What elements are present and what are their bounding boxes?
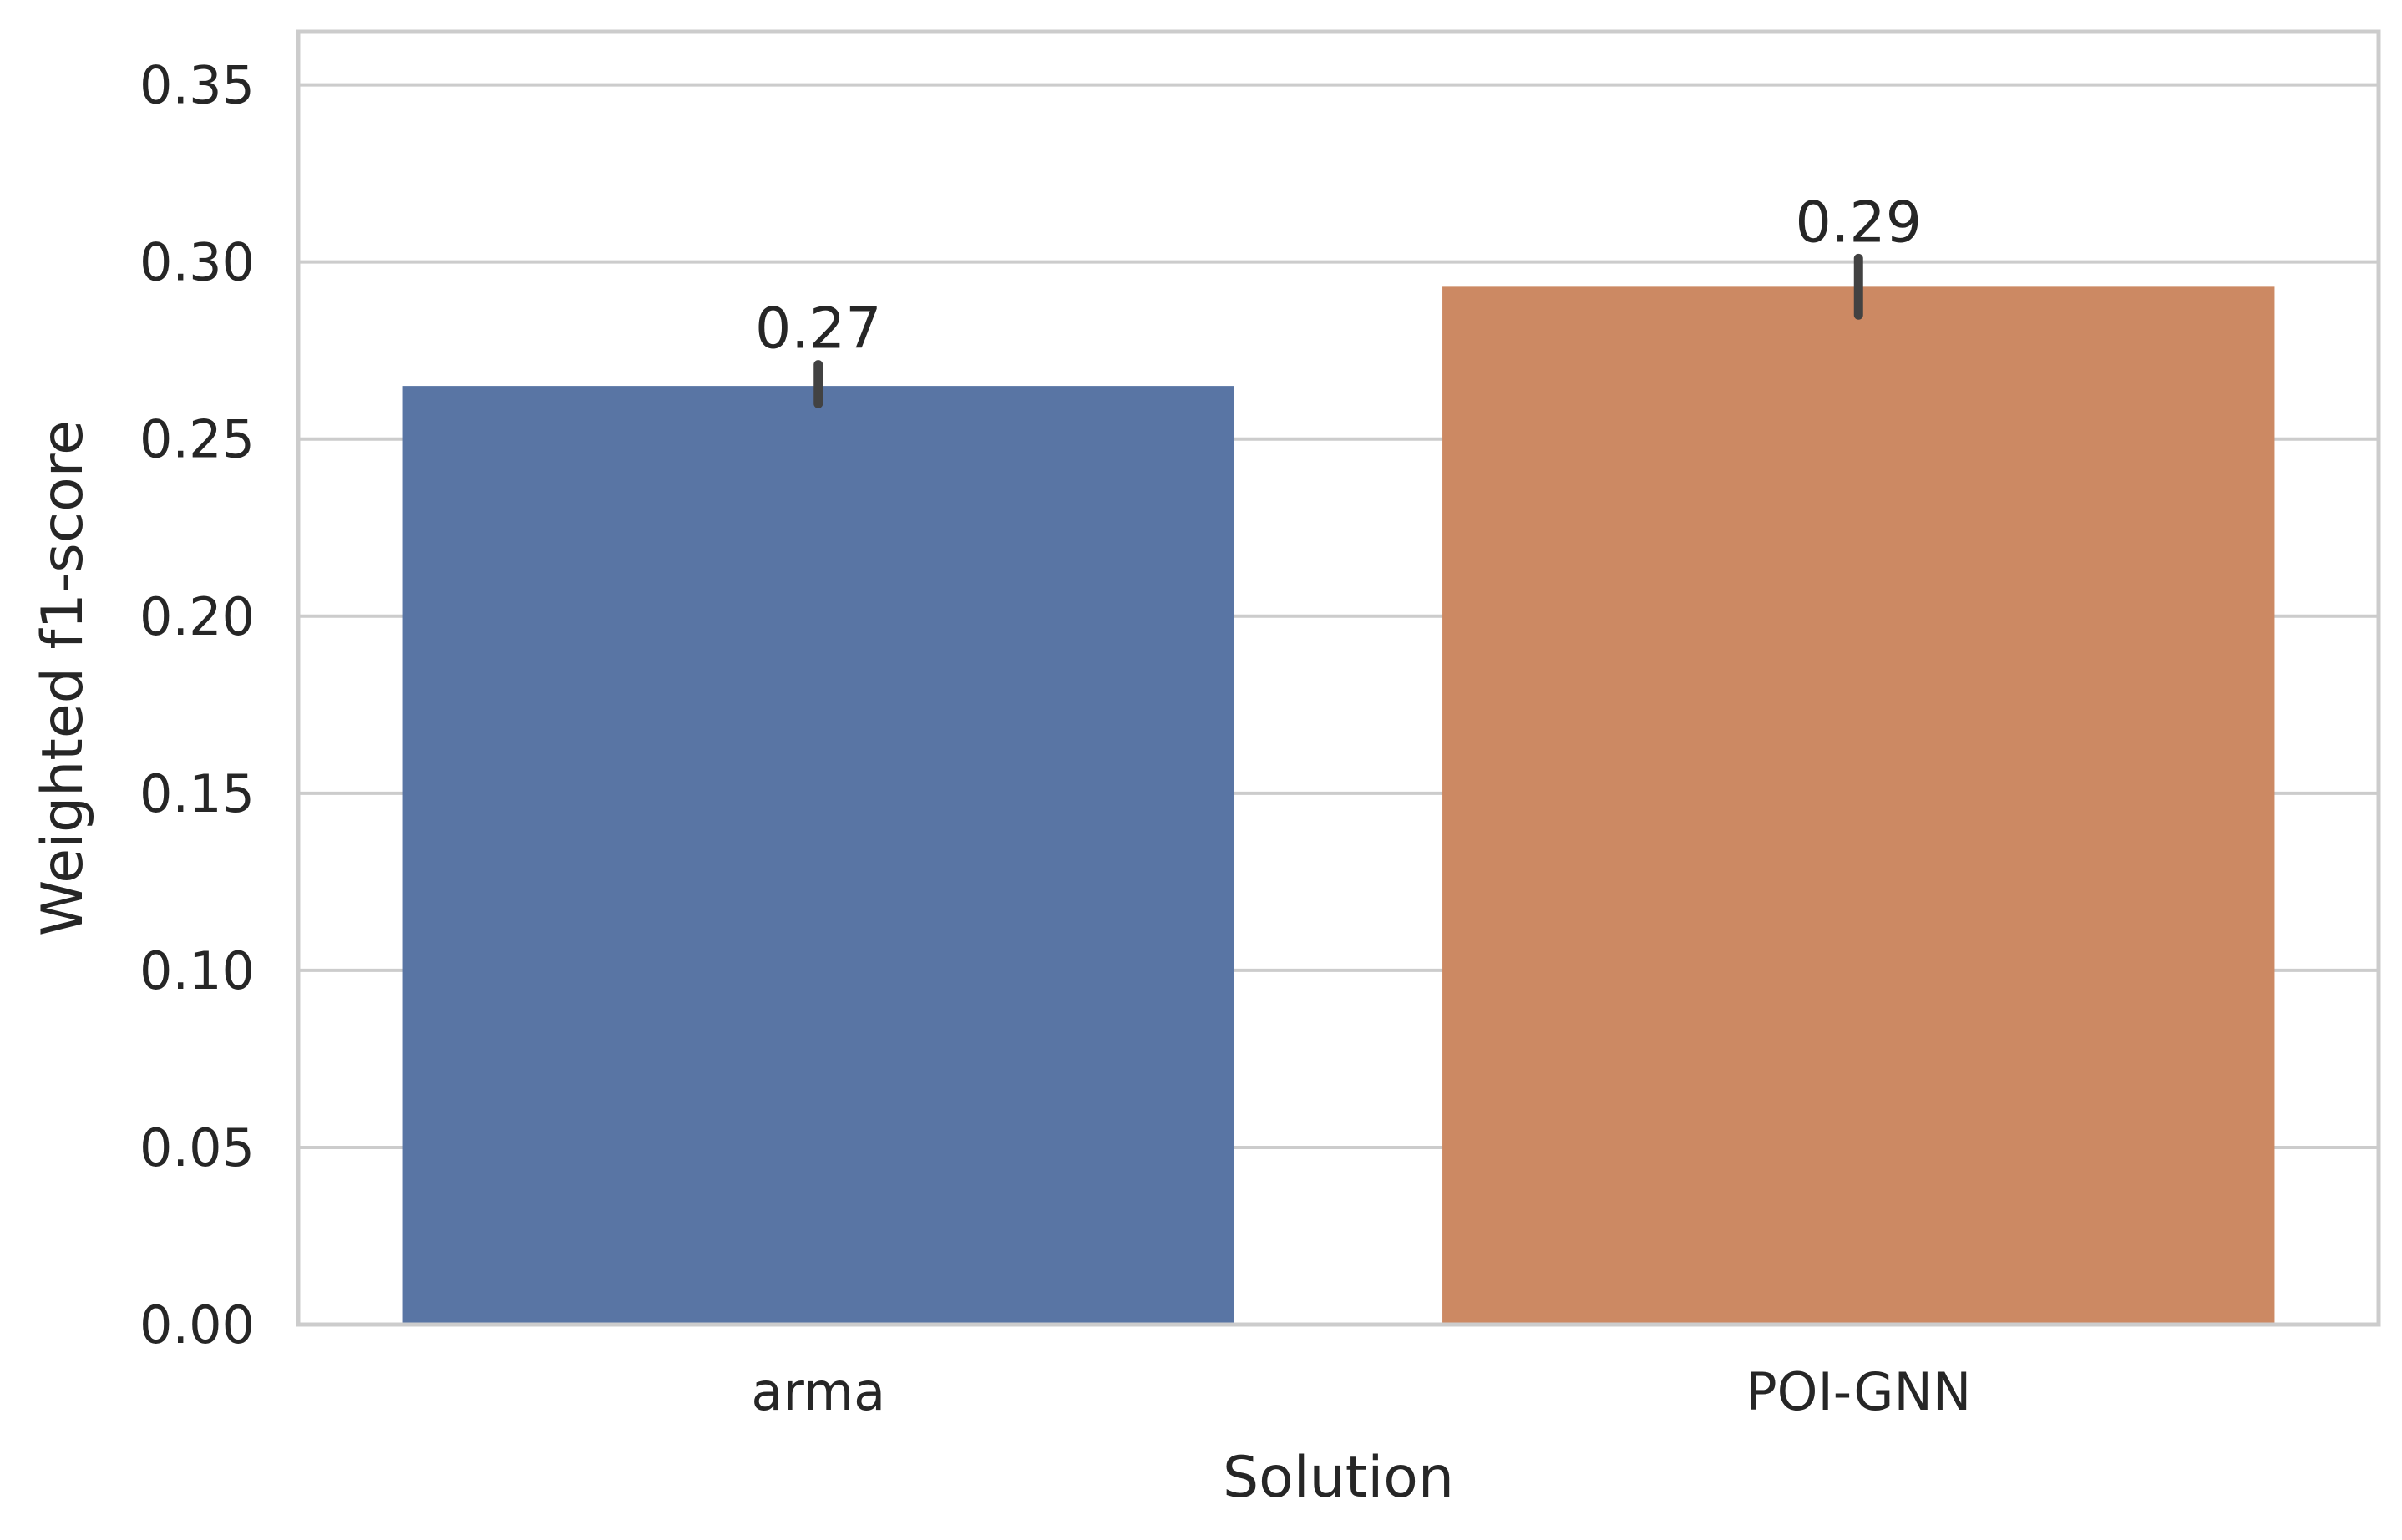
bar-poi-gnn	[1442, 286, 2275, 1325]
bar-value-label: 0.29	[1796, 190, 1922, 256]
y-tick-label: 0.30	[139, 232, 255, 293]
bar-value-label: 0.27	[755, 296, 881, 362]
y-tick-label: 0.05	[139, 1117, 255, 1178]
x-tick-label: arma	[751, 1361, 885, 1422]
error-bars	[813, 253, 1863, 408]
x-tick-labels: arma POI-GNN	[751, 1361, 1971, 1422]
y-tick-label: 0.10	[139, 940, 255, 1001]
bars	[402, 286, 2275, 1325]
data-labels: 0.27 0.29	[755, 190, 1922, 362]
x-tick-label: POI-GNN	[1746, 1361, 1971, 1422]
y-tick-label: 0.35	[139, 55, 255, 116]
y-tick-label: 0.25	[139, 409, 255, 470]
bar-arma	[402, 386, 1234, 1325]
y-tick-label: 0.20	[139, 586, 255, 647]
y-axis-title: Weighted f1-score	[30, 420, 96, 936]
y-tick-labels: 0.00 0.05 0.10 0.15 0.20 0.25 0.30 0.35	[139, 55, 255, 1355]
x-axis-title: Solution	[1223, 1445, 1454, 1511]
y-tick-label: 0.00	[139, 1294, 255, 1355]
y-tick-label: 0.15	[139, 763, 255, 824]
plot-frame	[296, 29, 2381, 1327]
